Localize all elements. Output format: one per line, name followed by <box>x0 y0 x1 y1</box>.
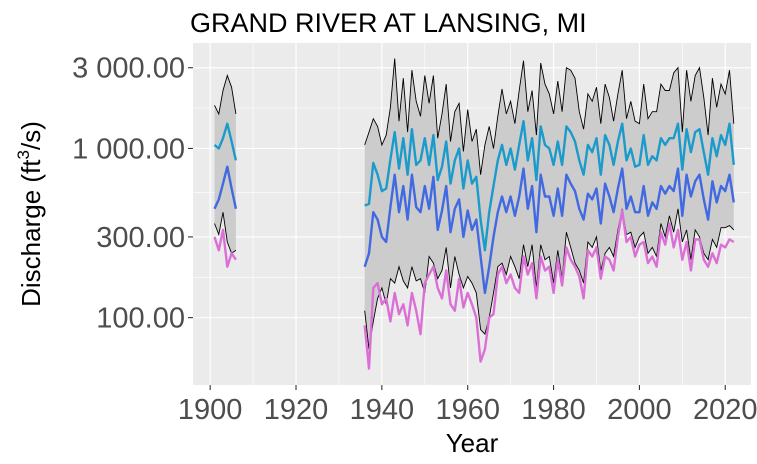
band-upper-edge <box>214 74 237 116</box>
band-upper-edge <box>364 58 735 175</box>
series-line-high <box>364 119 735 252</box>
y-axis-title: Discharge (ft3/s) <box>14 121 46 307</box>
series-lines <box>213 119 735 370</box>
y-axis-title-sup: 3 <box>14 150 33 159</box>
y-axis-ticks: 100.00 300.00 1 000.00 3 000.00 <box>72 53 193 335</box>
x-tick-label: 1980 <box>521 394 586 426</box>
x-tick-label: 2000 <box>607 394 672 426</box>
x-tick-label: 2020 <box>693 394 757 426</box>
y-axis-title-suffix: s) <box>16 121 46 143</box>
range-band-segment <box>364 58 734 350</box>
chart-title: GRAND RIVER AT LANSING, MI <box>190 8 587 38</box>
y-tick-label: 3 000.00 <box>72 53 185 85</box>
y-tick-label: 100.00 <box>96 303 185 335</box>
x-axis-title: Year <box>446 428 499 458</box>
series-line-low <box>213 228 237 268</box>
x-tick-label: 1920 <box>264 394 329 426</box>
series-line-high <box>213 122 238 161</box>
x-tick-label: 1940 <box>350 394 415 426</box>
x-axis-ticks: 1900 1920 1940 1960 1980 2000 2020 <box>178 385 757 426</box>
discharge-range-band <box>214 58 734 350</box>
range-band-segment <box>214 75 236 254</box>
y-axis-title-slash: / <box>16 142 46 150</box>
series-line-mid <box>213 165 238 210</box>
y-tick-label: 1 000.00 <box>72 133 185 165</box>
y-axis-title-prefix: Discharge (ft <box>16 159 46 307</box>
x-tick-label: 1960 <box>435 394 500 426</box>
series-line-mid <box>363 167 735 295</box>
x-tick-label: 1900 <box>178 394 243 426</box>
series-line-low <box>363 209 735 370</box>
y-tick-label: 300.00 <box>96 222 185 254</box>
